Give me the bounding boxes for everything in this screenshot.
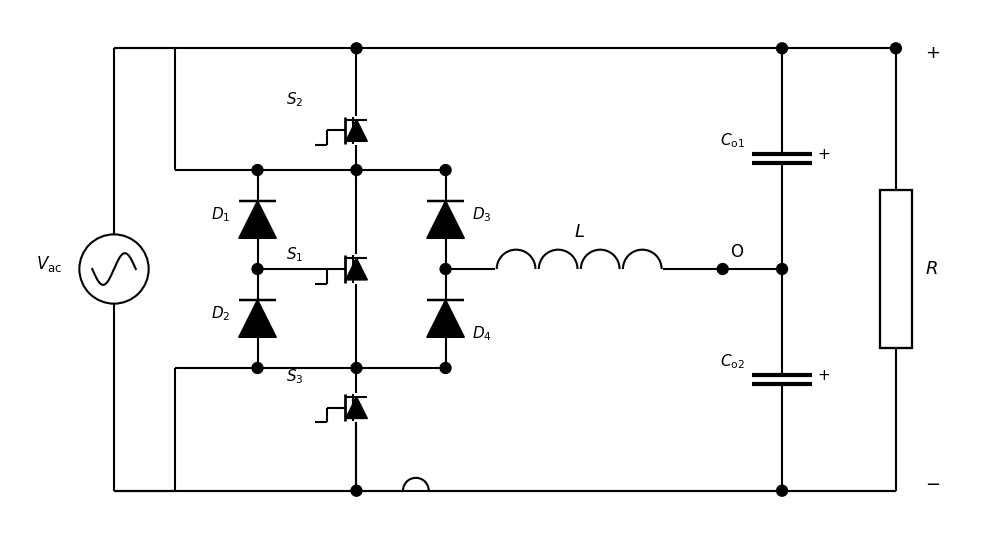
Polygon shape	[427, 300, 464, 337]
Text: $V_{\rm ac}$: $V_{\rm ac}$	[36, 254, 63, 274]
Text: $D_4$: $D_4$	[472, 324, 492, 342]
Bar	[880, 190, 912, 348]
Circle shape	[440, 263, 451, 274]
Text: $-$: $-$	[925, 474, 940, 492]
Text: $S_1$: $S_1$	[286, 246, 304, 264]
Text: $D_1$: $D_1$	[211, 205, 231, 224]
Circle shape	[252, 263, 263, 274]
Circle shape	[777, 485, 788, 496]
Circle shape	[351, 43, 362, 54]
Circle shape	[777, 43, 788, 54]
Circle shape	[351, 362, 362, 373]
Polygon shape	[427, 201, 464, 239]
Polygon shape	[239, 300, 276, 337]
Text: $S_2$: $S_2$	[286, 90, 304, 109]
Text: $+$: $+$	[925, 44, 940, 62]
Circle shape	[252, 362, 263, 373]
Polygon shape	[239, 201, 276, 239]
Circle shape	[890, 43, 901, 54]
Circle shape	[777, 263, 788, 274]
Polygon shape	[346, 397, 367, 419]
Text: $+$: $+$	[817, 368, 830, 383]
Circle shape	[717, 263, 728, 274]
Text: $C_{\rm o2}$: $C_{\rm o2}$	[720, 353, 744, 372]
Text: $C_{\rm o1}$: $C_{\rm o1}$	[720, 131, 744, 150]
Circle shape	[351, 485, 362, 496]
Text: $+$: $+$	[817, 147, 830, 162]
Polygon shape	[346, 258, 367, 280]
Circle shape	[351, 164, 362, 175]
Circle shape	[440, 164, 451, 175]
Circle shape	[252, 164, 263, 175]
Text: $L$: $L$	[574, 223, 585, 241]
Text: $D_3$: $D_3$	[472, 205, 492, 224]
Text: O: O	[731, 243, 744, 261]
Circle shape	[440, 362, 451, 373]
Text: $R$: $R$	[925, 260, 937, 278]
Polygon shape	[346, 120, 367, 141]
Text: $S_3$: $S_3$	[286, 367, 304, 386]
Text: $D_2$: $D_2$	[211, 304, 231, 323]
